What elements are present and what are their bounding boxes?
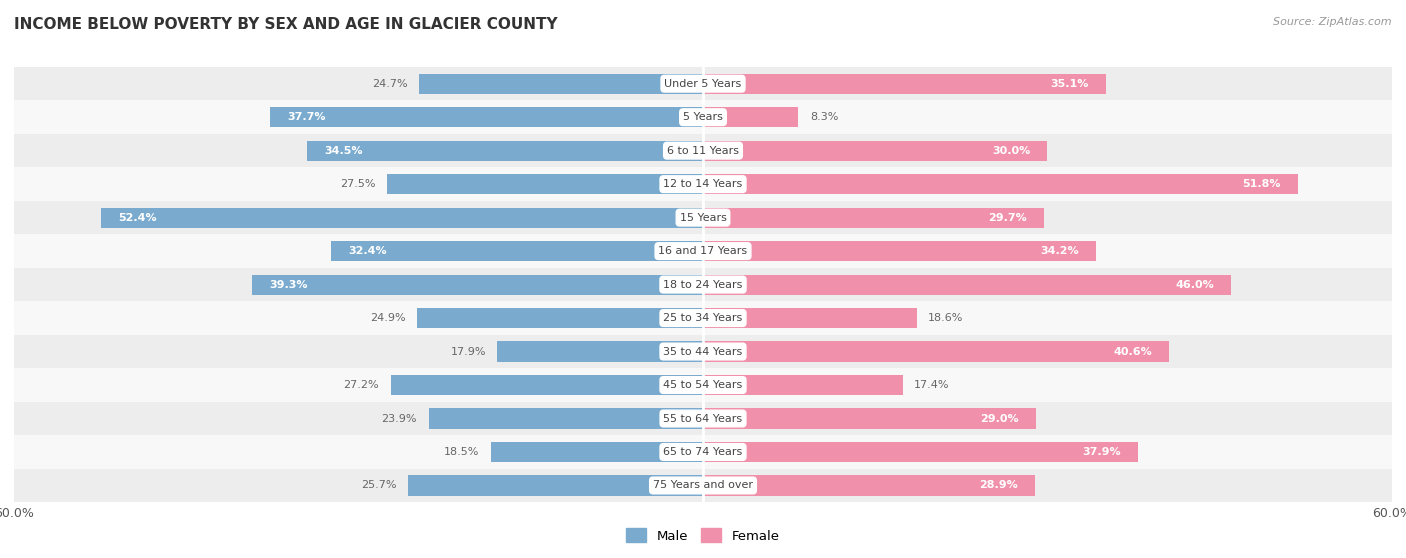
Bar <box>703 475 1035 496</box>
Text: 35.1%: 35.1% <box>1050 79 1088 89</box>
Bar <box>703 275 1232 295</box>
Text: 51.8%: 51.8% <box>1241 179 1281 189</box>
Text: 37.9%: 37.9% <box>1083 447 1121 457</box>
Text: INCOME BELOW POVERTY BY SEX AND AGE IN GLACIER COUNTY: INCOME BELOW POVERTY BY SEX AND AGE IN G… <box>14 17 558 32</box>
Bar <box>270 107 703 127</box>
Text: 6 to 11 Years: 6 to 11 Years <box>666 146 740 156</box>
Bar <box>14 335 1392 368</box>
Text: 55 to 64 Years: 55 to 64 Years <box>664 413 742 424</box>
Bar <box>703 208 1045 228</box>
Bar <box>387 174 703 194</box>
Bar <box>14 234 1392 268</box>
Text: 65 to 74 Years: 65 to 74 Years <box>664 447 742 457</box>
Bar <box>418 308 703 328</box>
Bar <box>307 141 703 161</box>
Bar <box>14 268 1392 301</box>
Bar <box>703 341 1170 362</box>
Text: 34.5%: 34.5% <box>323 146 363 156</box>
Text: 52.4%: 52.4% <box>118 213 157 223</box>
Text: 27.2%: 27.2% <box>343 380 380 390</box>
Bar <box>703 174 1298 194</box>
Bar <box>498 341 703 362</box>
Bar <box>330 241 703 261</box>
Text: Under 5 Years: Under 5 Years <box>665 79 741 89</box>
Text: 45 to 54 Years: 45 to 54 Years <box>664 380 742 390</box>
Legend: Male, Female: Male, Female <box>621 523 785 548</box>
Bar <box>14 134 1392 167</box>
Bar <box>14 67 1392 100</box>
Bar <box>14 435 1392 469</box>
Text: 40.6%: 40.6% <box>1114 347 1152 357</box>
Bar <box>101 208 703 228</box>
Bar <box>703 107 799 127</box>
Text: 46.0%: 46.0% <box>1175 280 1213 290</box>
Bar <box>14 301 1392 335</box>
Text: 25 to 34 Years: 25 to 34 Years <box>664 313 742 323</box>
Text: 30.0%: 30.0% <box>993 146 1031 156</box>
Bar <box>14 201 1392 234</box>
Text: 24.9%: 24.9% <box>370 313 405 323</box>
Bar <box>491 442 703 462</box>
Text: 23.9%: 23.9% <box>381 413 418 424</box>
Bar <box>703 442 1139 462</box>
Text: 29.7%: 29.7% <box>988 213 1026 223</box>
Text: 12 to 14 Years: 12 to 14 Years <box>664 179 742 189</box>
Bar <box>703 74 1107 94</box>
Bar <box>252 275 703 295</box>
Bar <box>14 100 1392 134</box>
Text: 34.2%: 34.2% <box>1040 246 1078 256</box>
Bar <box>703 408 1036 429</box>
Text: 18.5%: 18.5% <box>444 447 479 457</box>
Text: 5 Years: 5 Years <box>683 112 723 122</box>
Text: 8.3%: 8.3% <box>810 112 838 122</box>
Bar <box>14 402 1392 435</box>
Bar <box>703 308 917 328</box>
Text: 17.4%: 17.4% <box>914 380 950 390</box>
Text: 15 Years: 15 Years <box>679 213 727 223</box>
Text: 18.6%: 18.6% <box>928 313 963 323</box>
Bar <box>703 141 1047 161</box>
Text: 75 Years and over: 75 Years and over <box>652 480 754 490</box>
Text: 28.9%: 28.9% <box>979 480 1018 490</box>
Text: 32.4%: 32.4% <box>349 246 387 256</box>
Bar <box>14 167 1392 201</box>
Text: 29.0%: 29.0% <box>980 413 1019 424</box>
Bar <box>703 241 1095 261</box>
Text: 25.7%: 25.7% <box>361 480 396 490</box>
Text: 24.7%: 24.7% <box>373 79 408 89</box>
Bar <box>419 74 703 94</box>
Text: 35 to 44 Years: 35 to 44 Years <box>664 347 742 357</box>
Text: 27.5%: 27.5% <box>340 179 375 189</box>
Text: 18 to 24 Years: 18 to 24 Years <box>664 280 742 290</box>
Bar <box>391 375 703 395</box>
Bar <box>703 375 903 395</box>
Bar <box>14 368 1392 402</box>
Bar <box>14 469 1392 502</box>
Text: 17.9%: 17.9% <box>450 347 486 357</box>
Text: 39.3%: 39.3% <box>269 280 308 290</box>
Text: 37.7%: 37.7% <box>287 112 326 122</box>
Bar <box>429 408 703 429</box>
Text: Source: ZipAtlas.com: Source: ZipAtlas.com <box>1274 17 1392 27</box>
Bar <box>408 475 703 496</box>
Text: 16 and 17 Years: 16 and 17 Years <box>658 246 748 256</box>
